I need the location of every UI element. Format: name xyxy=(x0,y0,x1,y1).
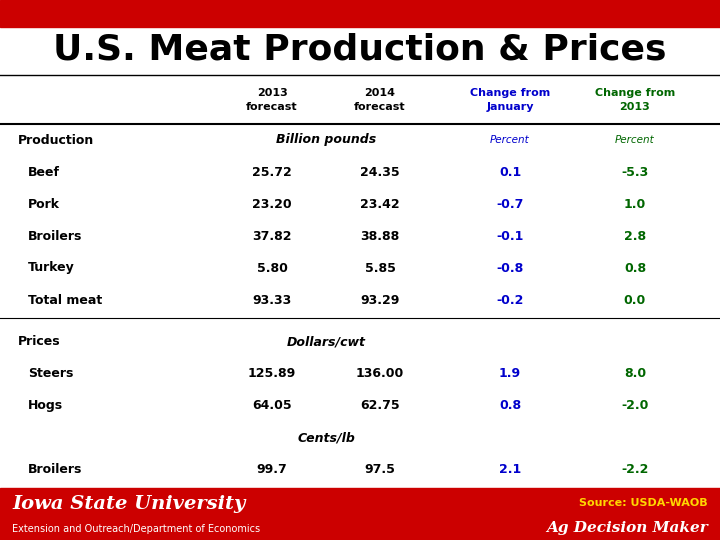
Text: 24.35: 24.35 xyxy=(360,165,400,179)
Text: 97.5: 97.5 xyxy=(364,463,395,476)
Text: -2.0: -2.0 xyxy=(621,399,649,412)
Text: Change from
January: Change from January xyxy=(470,87,550,112)
Text: 1.0: 1.0 xyxy=(624,198,646,211)
Text: Prices: Prices xyxy=(18,335,60,348)
Text: 93.33: 93.33 xyxy=(253,294,292,307)
Text: Change from
2013: Change from 2013 xyxy=(595,87,675,112)
Text: Broilers: Broilers xyxy=(28,463,82,476)
Text: 0.1: 0.1 xyxy=(499,165,521,179)
Text: 0.0: 0.0 xyxy=(624,294,646,307)
Text: Source: USDA-WAOB: Source: USDA-WAOB xyxy=(580,497,708,508)
Text: 38.88: 38.88 xyxy=(361,230,400,242)
Text: 0.8: 0.8 xyxy=(499,399,521,412)
Text: Production: Production xyxy=(18,133,94,146)
Text: Beef: Beef xyxy=(28,165,60,179)
Text: Percent: Percent xyxy=(615,135,655,145)
Text: 5.85: 5.85 xyxy=(364,261,395,274)
Text: Steers: Steers xyxy=(28,367,73,380)
Text: Percent: Percent xyxy=(490,135,530,145)
Text: Total meat: Total meat xyxy=(28,294,102,307)
Text: -0.7: -0.7 xyxy=(496,198,523,211)
Text: 23.20: 23.20 xyxy=(252,198,292,211)
Text: Cents/lb: Cents/lb xyxy=(297,431,355,444)
Text: U.S. Meat Production & Prices: U.S. Meat Production & Prices xyxy=(53,33,667,67)
Text: 25.72: 25.72 xyxy=(252,165,292,179)
Text: 99.7: 99.7 xyxy=(256,463,287,476)
Text: 5.80: 5.80 xyxy=(256,261,287,274)
Bar xyxy=(0,488,720,540)
Text: 136.00: 136.00 xyxy=(356,367,404,380)
Text: Billion pounds: Billion pounds xyxy=(276,133,376,146)
Text: 64.05: 64.05 xyxy=(252,399,292,412)
Text: 1.9: 1.9 xyxy=(499,367,521,380)
Text: -2.2: -2.2 xyxy=(621,463,649,476)
Text: 2014
forecast: 2014 forecast xyxy=(354,87,406,112)
Text: 125.89: 125.89 xyxy=(248,367,296,380)
Text: -0.1: -0.1 xyxy=(496,230,523,242)
Text: Iowa State University: Iowa State University xyxy=(12,495,246,512)
Text: 2013
forecast: 2013 forecast xyxy=(246,87,298,112)
Text: Dollars/cwt: Dollars/cwt xyxy=(287,335,366,348)
Text: 3.3: 3.3 xyxy=(624,495,646,508)
Text: Extension and Outreach/Department of Economics: Extension and Outreach/Department of Eco… xyxy=(12,524,260,534)
Text: Hogs: Hogs xyxy=(28,399,63,412)
Text: Pork: Pork xyxy=(28,198,60,211)
Text: -5.3: -5.3 xyxy=(621,165,649,179)
Text: 62.75: 62.75 xyxy=(360,399,400,412)
Text: 2.1: 2.1 xyxy=(499,463,521,476)
Text: -0.2: -0.2 xyxy=(496,294,523,307)
Text: -0.8: -0.8 xyxy=(496,261,523,274)
Text: Broilers: Broilers xyxy=(28,230,82,242)
Text: 99.8: 99.8 xyxy=(257,495,287,508)
Text: 93.29: 93.29 xyxy=(360,294,400,307)
Bar xyxy=(0,0,720,27)
Text: 103.0: 103.0 xyxy=(360,495,400,508)
Text: Turkey: Turkey xyxy=(28,495,75,508)
Text: Turkey: Turkey xyxy=(28,261,75,274)
Text: 8.0: 8.0 xyxy=(624,367,646,380)
Text: 2.0: 2.0 xyxy=(499,495,521,508)
Text: 37.82: 37.82 xyxy=(252,230,292,242)
Text: 2.8: 2.8 xyxy=(624,230,646,242)
Text: 0.8: 0.8 xyxy=(624,261,646,274)
Text: 23.42: 23.42 xyxy=(360,198,400,211)
Text: Ag Decision Maker: Ag Decision Maker xyxy=(546,521,708,535)
